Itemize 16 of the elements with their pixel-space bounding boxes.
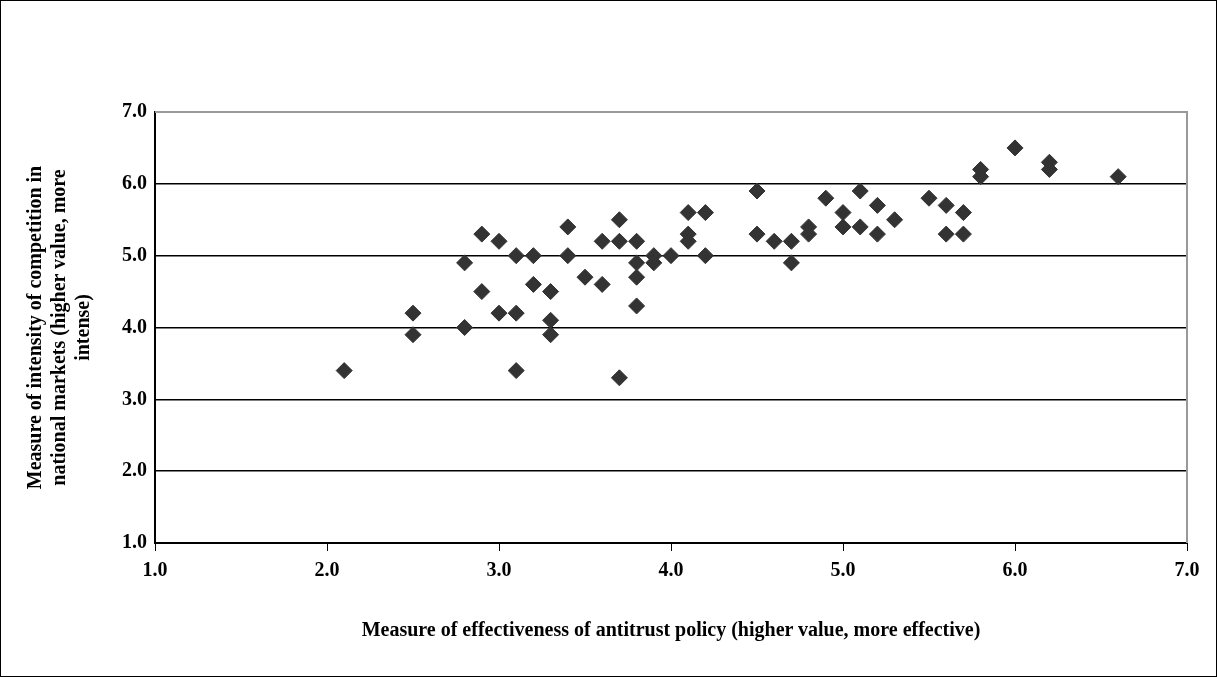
y-tick-label: 1.0 xyxy=(122,530,147,553)
y-axis-title: Measure of intensity of competition in national markets (higher value, more intense) xyxy=(23,165,95,490)
x-tick-label: 5.0 xyxy=(830,558,856,581)
y-tick-label: 6.0 xyxy=(122,171,147,194)
x-tick-label: 2.0 xyxy=(314,558,340,581)
y-tick-label: 7.0 xyxy=(122,99,147,122)
y-tick-label: 3.0 xyxy=(122,386,147,409)
x-tick-label: 7.0 xyxy=(1174,558,1200,581)
x-tick-label: 4.0 xyxy=(658,558,684,581)
y-tick-label: 4.0 xyxy=(122,314,147,337)
x-tick-label: 3.0 xyxy=(486,558,512,581)
x-tick-label: 1.0 xyxy=(142,558,168,581)
y-tick-label: 5.0 xyxy=(122,242,147,265)
y-tick-label: 2.0 xyxy=(122,458,147,481)
x-tick-label: 6.0 xyxy=(1002,558,1028,581)
x-axis-title: Measure of effectiveness of antitrust policy (higher value, more effective) xyxy=(361,618,981,642)
